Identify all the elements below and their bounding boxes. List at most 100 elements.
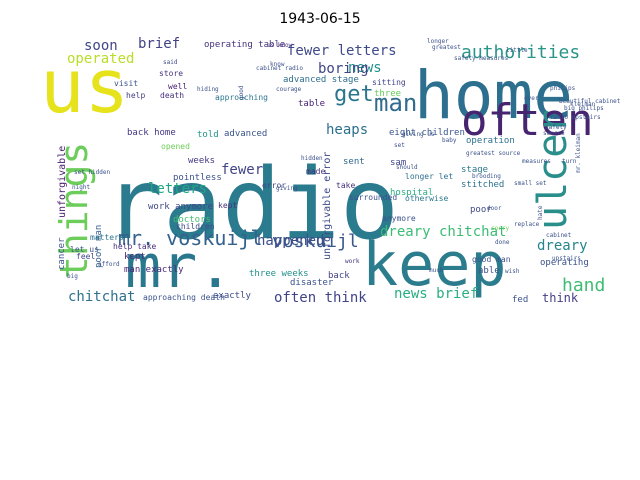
cloud-word: well <box>168 82 187 91</box>
cloud-word: disaster <box>290 278 334 288</box>
cloud-word: upstairs <box>552 255 581 262</box>
cloud-word: ulcer <box>530 110 576 230</box>
cloud-word: small set <box>514 180 547 187</box>
cloud-word: dreary <box>537 238 588 254</box>
cloud-word: surrounded <box>349 193 397 202</box>
cloud-word: often think <box>274 290 367 306</box>
figure-title: 1943-06-15 <box>279 11 361 27</box>
cloud-word: matters <box>90 233 124 242</box>
cloud-word: stage <box>461 165 488 175</box>
cloud-word: pointless <box>173 173 222 183</box>
cloud-word: brooding <box>472 173 501 180</box>
cloud-word: hidden <box>301 155 323 162</box>
cloud-word: able <box>478 266 500 276</box>
cloud-word: operated <box>67 51 134 67</box>
cloud-word: take <box>336 181 355 190</box>
cloud-word: wish <box>505 268 520 275</box>
cloud-word: measures <box>522 158 551 165</box>
cloud-word: courage <box>276 86 302 93</box>
cloud-word: operating table <box>204 40 285 50</box>
cloud-word: made <box>306 167 325 176</box>
cloud-word: children <box>176 222 215 231</box>
cloud-word: keep <box>362 230 507 300</box>
cloud-word: eight children <box>389 128 465 138</box>
cloud-word: fewer <box>221 162 263 178</box>
cloud-word: radio upstairs <box>550 114 601 121</box>
cloud-word: us know <box>267 42 293 49</box>
cloud-word: big <box>67 273 78 280</box>
cloud-word: home <box>414 57 573 134</box>
cloud-word: giving us <box>402 131 435 138</box>
cloud-word: should <box>396 164 418 171</box>
cloud-word: operating <box>540 258 589 268</box>
cloud-word: help <box>126 91 145 100</box>
cloud-word: hospital <box>390 188 433 198</box>
cloud-word: unforgivable error <box>322 152 333 260</box>
cloud-word: sorry <box>491 225 509 232</box>
cloud-word: longer let <box>405 172 453 181</box>
cloud-word: beautiful cabinet <box>559 98 621 105</box>
cloud-word: us <box>40 44 129 130</box>
cloud-word: approaching death <box>143 293 225 302</box>
cloud-word: sitting <box>372 78 406 87</box>
cloud-word: door <box>487 205 502 212</box>
cloud-word: poor <box>470 205 492 215</box>
cloud-word: news brief <box>394 286 478 302</box>
cloud-word: greatest <box>432 44 461 51</box>
cloud-word: advanced stage <box>283 75 359 85</box>
cloud-word: store <box>159 69 183 78</box>
cloud-word: operation <box>466 136 515 146</box>
cloud-word: radio <box>104 148 399 262</box>
cloud-word: authorities <box>461 42 580 63</box>
cloud-word: opened <box>161 142 190 151</box>
cloud-word: done <box>495 239 510 246</box>
cloud-word: fed <box>512 295 528 305</box>
cloud-word: good man <box>472 255 511 264</box>
cloud-word: soon <box>84 38 118 54</box>
cloud-word: set hidden <box>74 169 111 176</box>
cloud-word: anymore <box>382 214 416 223</box>
cloud-word: unforgivable <box>57 146 68 218</box>
cloud-word: giving <box>276 185 298 192</box>
cloud-word: cabinet radio <box>256 65 303 72</box>
cloud-word: good <box>238 85 245 100</box>
cloud-word: poor man <box>94 225 104 268</box>
cloud-word: hiding <box>197 86 219 93</box>
cloud-word: longer <box>427 38 449 45</box>
cloud-word: kleiman <box>570 101 596 108</box>
cloud-word: night <box>72 184 90 191</box>
cloud-word: let us <box>70 245 99 254</box>
cloud-word: advanced <box>224 129 267 139</box>
cloud-word: stitched <box>461 180 504 190</box>
cloud-word: back home <box>127 128 176 138</box>
cloud-word: error <box>262 181 286 190</box>
cloud-word: told <box>197 130 219 140</box>
cloud-word: sam <box>390 158 406 168</box>
cloud-word: weeks <box>188 156 215 166</box>
cloud-word: know <box>270 61 285 68</box>
cloud-word: feel <box>76 252 95 261</box>
cloud-word: said <box>163 59 178 66</box>
cloud-word: afford <box>98 261 120 268</box>
cloud-word: cabinet <box>546 232 572 239</box>
cloud-word: get <box>334 82 374 107</box>
cloud-word: back <box>328 271 350 281</box>
cloud-word: hate <box>537 205 544 220</box>
cloud-word: voskuijl <box>272 231 359 252</box>
cloud-word: chitchat <box>68 289 135 305</box>
cloud-word: heaps <box>326 122 368 138</box>
cloud-word: boring <box>318 61 369 77</box>
cloud-word: kept <box>218 201 237 210</box>
cloud-word: approaching <box>215 93 268 102</box>
cloud-word: think <box>542 291 579 305</box>
cloud-word: cancer <box>57 237 67 270</box>
cloud-word: news <box>348 60 382 76</box>
cloud-word: ever <box>524 95 539 102</box>
cloud-word: little <box>506 47 528 54</box>
cloud-word: source <box>543 130 565 137</box>
cloud-word: table <box>298 99 325 109</box>
cloud-word: philips <box>550 85 576 92</box>
cloud-word: mr. voskuijl <box>118 226 263 250</box>
cloud-word: brief <box>138 36 180 52</box>
